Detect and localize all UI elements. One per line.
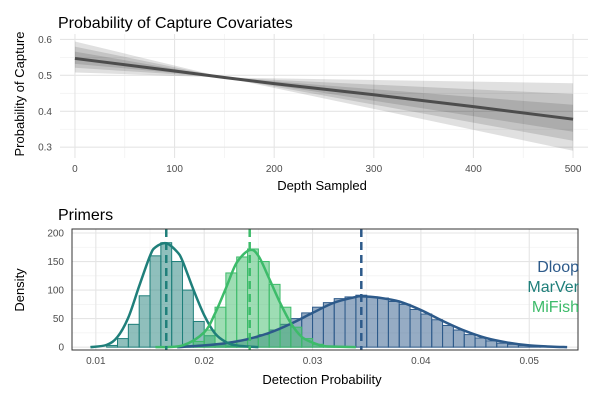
y-tick-label: 0.3 xyxy=(38,143,52,154)
primers-panel: Primers 0.01 0.02 0.03 0.04 0.05 0 50 100 150 20… xyxy=(12,207,580,387)
legend: Dloop MarVer MiFish xyxy=(527,259,579,316)
y-tick-label: 0.6 xyxy=(38,35,52,46)
histogram-bar xyxy=(127,323,140,348)
histogram-bar xyxy=(496,342,509,348)
y-tick-label: 100 xyxy=(47,286,64,297)
histogram-bar xyxy=(106,344,119,348)
x-tick-label: 200 xyxy=(266,164,283,175)
confidence-bands xyxy=(74,41,574,151)
y-axis-title: Probability of Capture xyxy=(12,31,27,156)
grid xyxy=(60,34,588,158)
density-curve xyxy=(90,241,259,349)
histogram-bar xyxy=(322,302,335,348)
x-tick-label: 0.01 xyxy=(86,356,106,367)
chart-title: Probability of Capture Covariates xyxy=(58,15,293,32)
histogram-bar xyxy=(452,329,465,348)
x-axis-title: Depth Sampled xyxy=(277,178,367,193)
confidence-band xyxy=(74,41,574,151)
density-curve xyxy=(155,248,356,349)
y-tick-label: 150 xyxy=(47,257,64,268)
histogram-bar xyxy=(485,340,498,348)
histogram-bar xyxy=(366,296,379,348)
confidence-band xyxy=(74,51,574,132)
series-line xyxy=(74,56,574,121)
histogram-bar xyxy=(138,295,151,348)
x-tick-label: 100 xyxy=(166,164,183,175)
histogram-bar xyxy=(344,296,357,348)
legend-label-marver: MarVer xyxy=(527,279,579,296)
histogram-bar xyxy=(398,303,411,348)
histogram-bar xyxy=(117,338,129,348)
trend-lines xyxy=(74,56,574,121)
histogram-bar xyxy=(442,324,454,348)
histogram-bar xyxy=(182,289,194,348)
histogram-bar xyxy=(171,261,184,348)
capture-covariates-panel: Probability of Capture Covariates 0 100 20… xyxy=(12,15,588,193)
panel-border xyxy=(71,228,579,351)
histogram-bar xyxy=(333,298,346,348)
y-tick-labels: 0 50 100 150 200 xyxy=(47,228,64,353)
histogram-bar xyxy=(377,297,389,348)
x-tick-label: 0.05 xyxy=(520,356,540,367)
x-tick-label: 0.03 xyxy=(303,356,323,367)
x-tick-labels: 0.01 0.02 0.03 0.04 0.05 xyxy=(86,356,539,367)
legend-label-mifish: MiFish xyxy=(532,299,579,316)
histogram-bar xyxy=(149,255,162,348)
x-tick-label: 0.04 xyxy=(411,356,431,367)
y-tick-label: 200 xyxy=(47,228,64,239)
legend-label-dloop: Dloop xyxy=(537,259,579,276)
y-tick-label: 50 xyxy=(53,314,65,325)
x-tick-labels: 0 100 200 300 400 500 xyxy=(72,164,582,175)
histogram-bar xyxy=(387,300,400,348)
histogram-bar xyxy=(431,319,444,348)
histogram-bar xyxy=(409,308,422,348)
y-axis-title: Density xyxy=(12,268,27,312)
x-tick-label: 400 xyxy=(465,164,482,175)
confidence-band xyxy=(74,46,574,141)
x-tick-label: 0 xyxy=(72,164,78,175)
histogram-bar xyxy=(474,337,487,348)
y-tick-label: 0.4 xyxy=(38,107,52,118)
mean-lines xyxy=(165,229,363,350)
chart-title: Primers xyxy=(58,207,113,224)
y-tick-label: 0 xyxy=(58,343,64,354)
histogram-bar xyxy=(463,334,476,348)
x-axis-title: Detection Probability xyxy=(262,372,382,387)
x-tick-label: 0.02 xyxy=(194,356,214,367)
x-tick-label: 300 xyxy=(365,164,382,175)
y-tick-label: 0.5 xyxy=(38,71,52,82)
y-tick-labels: 0.3 0.4 0.5 0.6 xyxy=(38,35,52,154)
histogram-bar xyxy=(420,313,433,348)
histogram-bar xyxy=(236,256,249,348)
x-tick-label: 500 xyxy=(565,164,582,175)
